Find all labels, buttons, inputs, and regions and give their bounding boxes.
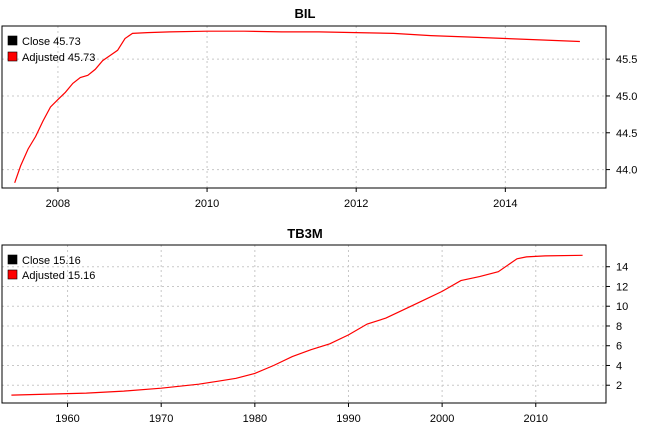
tb3m-y-tick-label-10: 10 <box>616 301 628 313</box>
tb3m-legend-close-label: Close 15.16 <box>22 255 81 267</box>
tb3m-x-tick-label-2010: 2010 <box>524 413 548 425</box>
bil-plot-frame <box>1 25 607 189</box>
tb3m-legend-adjusted-label: Adjusted 15.16 <box>22 270 95 282</box>
bil-y-tick-label-44-5: 44.5 <box>616 128 637 140</box>
bil-legend: Close 45.73 Adjusted 45.73 <box>7 35 95 64</box>
tb3m-x-tick-label-1970: 1970 <box>149 413 173 425</box>
tb3m-title: TB3M <box>287 226 322 241</box>
bil-legend-close-label: Close 45.73 <box>22 36 81 48</box>
tb3m-legend: Close 15.16 Adjusted 15.16 <box>7 254 95 282</box>
tb3m-y-tick-label-8: 8 <box>616 321 622 333</box>
tb3m-y-tick-label-4: 4 <box>616 360 622 372</box>
bil-x-tick-label-2014: 2014 <box>493 198 517 210</box>
bil-x-axis: 2008 2010 2012 2014 <box>46 188 518 210</box>
bil-y-tick-label-44: 44.0 <box>616 165 637 177</box>
tb3m-x-axis: 1960 1970 1980 1990 2000 2010 <box>55 403 548 425</box>
tb3m-x-tick-label-1990: 1990 <box>336 413 360 425</box>
tb3m-x-tick-label-1980: 1980 <box>243 413 267 425</box>
tb3m-y-tick-label-6: 6 <box>616 341 622 353</box>
bil-legend-adjusted-swatch <box>7 51 18 62</box>
tb3m-panel: TB3M 1960 1970 1980 1990 2000 2010 2 4 6 8 10 12 14… <box>1 226 628 425</box>
tb3m-plot-frame <box>1 244 607 404</box>
bil-x-tick-label-2008: 2008 <box>46 198 70 210</box>
tb3m-y-tick-label-12: 12 <box>616 281 628 293</box>
tb3m-x-tick-label-1960: 1960 <box>55 413 79 425</box>
bil-adjusted-line <box>14 30 580 183</box>
bil-legend-close-swatch <box>7 35 18 46</box>
tb3m-legend-close-swatch <box>7 254 18 265</box>
tb3m-y-axis: 2 4 6 8 10 12 14 <box>606 262 628 392</box>
tb3m-y-tick-label-2: 2 <box>616 380 622 392</box>
bil-title: BIL <box>295 6 316 21</box>
tb3m-gridlines <box>2 245 606 403</box>
bil-y-tick-label-45-5: 45.5 <box>616 54 637 66</box>
bil-legend-adjusted-label: Adjusted 45.73 <box>22 52 95 64</box>
tb3m-adjusted-line <box>11 254 583 396</box>
tb3m-y-tick-label-14: 14 <box>616 262 628 274</box>
bil-y-axis: 44.0 44.5 45.0 45.5 <box>606 54 637 177</box>
bil-y-tick-label-45: 45.0 <box>616 91 637 103</box>
bil-x-tick-label-2012: 2012 <box>344 198 368 210</box>
bil-x-tick-label-2010: 2010 <box>195 198 219 210</box>
tb3m-legend-adjusted-swatch <box>7 269 18 280</box>
bil-gridlines <box>2 26 606 188</box>
bil-panel: BIL 2008 2010 2012 2014 44.0 44.5 45.0 45.5 Cl… <box>1 6 637 210</box>
tb3m-x-tick-label-2000: 2000 <box>430 413 454 425</box>
